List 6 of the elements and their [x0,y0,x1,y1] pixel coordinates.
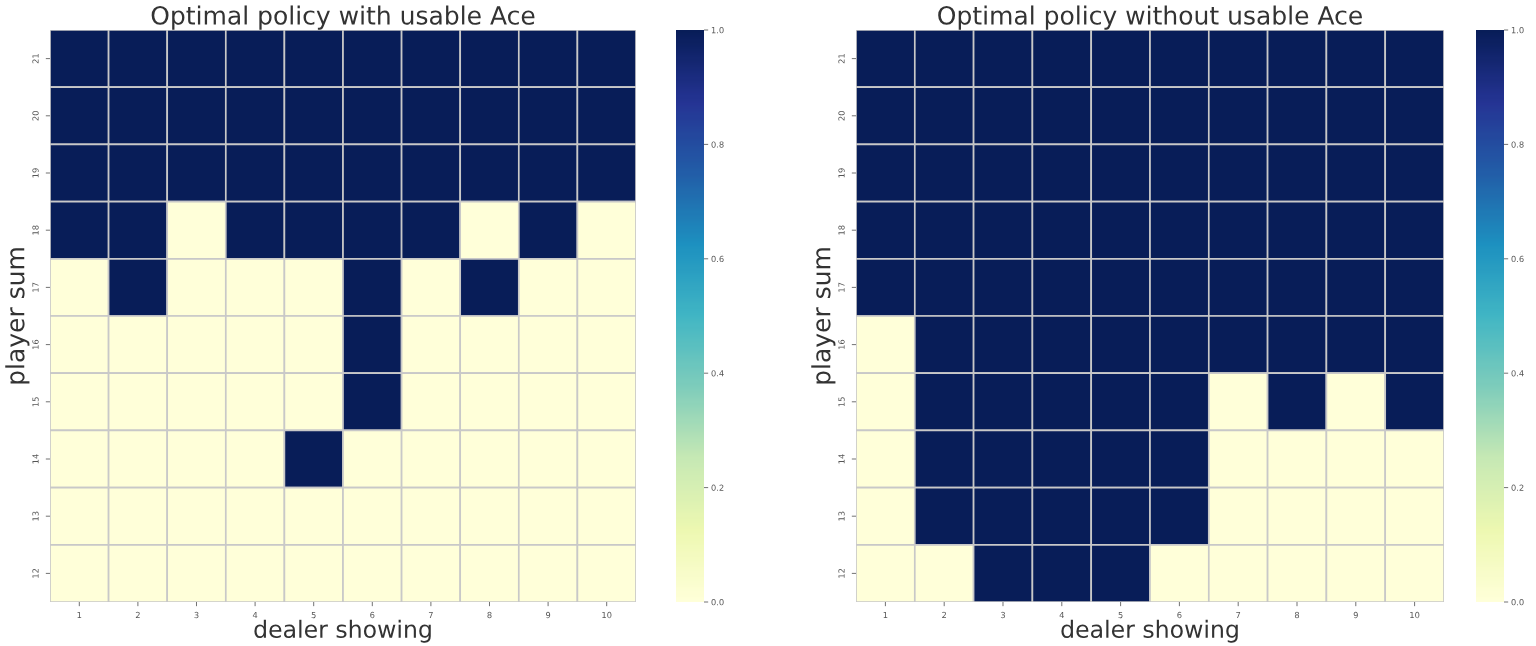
x-axis-title: dealer showing [254,619,431,643]
chart-title: Optimal policy without usable Ace [938,5,1362,30]
x-axis-title: dealer showing [1061,619,1238,643]
y-axis-title: player sum [811,248,836,384]
chart-title: Optimal policy with usable Ace [151,5,535,30]
y-axis-title: player sum [5,248,30,384]
